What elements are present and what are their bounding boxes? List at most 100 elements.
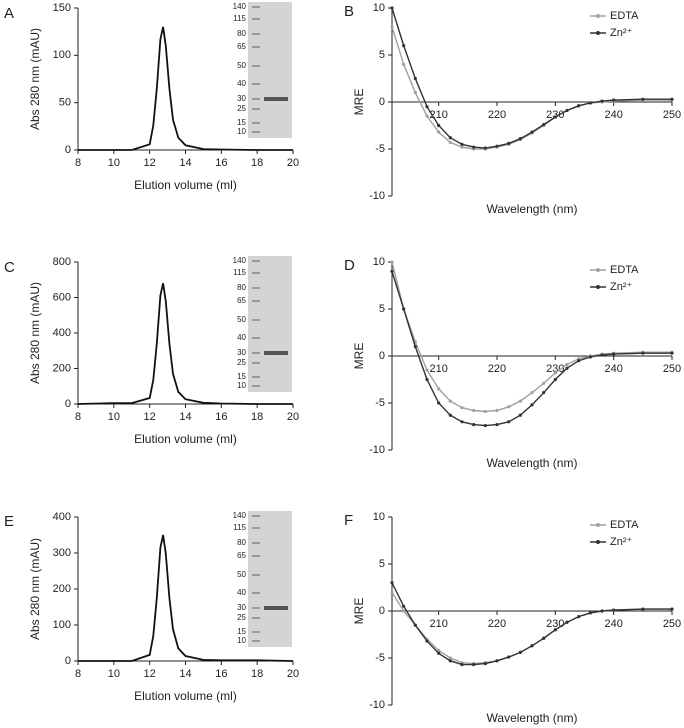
data-point (460, 420, 464, 424)
y-tick-label: 5 (379, 303, 385, 315)
gel-marker-label: 80 (237, 283, 246, 292)
data-point (390, 6, 394, 10)
data-point (402, 307, 406, 311)
y-axis-title: Abs 280 nm (mAU) (28, 538, 42, 640)
data-point (472, 145, 476, 149)
data-point (402, 604, 406, 608)
gel-image (248, 256, 292, 392)
data-point (448, 136, 452, 140)
y-tick-label: 400 (53, 511, 71, 523)
data-point (518, 413, 522, 417)
gel-marker-label: 10 (237, 381, 246, 390)
x-tick-label: 16 (215, 411, 227, 423)
x-axis-title: Elution volume (ml) (134, 432, 237, 446)
panel-label: A (4, 5, 14, 22)
data-point (437, 651, 441, 655)
data-point (448, 399, 452, 403)
data-point (483, 423, 487, 428)
data-point (413, 76, 417, 81)
data-point (448, 659, 452, 663)
data-point (600, 609, 604, 613)
data-point (460, 662, 464, 667)
x-tick-label: 220 (488, 363, 506, 375)
gel-marker-label: 25 (237, 358, 246, 367)
gel-ladder-band (252, 385, 260, 387)
data-point (390, 581, 394, 585)
data-point (577, 359, 581, 363)
data-point (612, 98, 616, 102)
x-axis-title: Elution volume (ml) (134, 178, 237, 192)
x-axis-title: Wavelength (nm) (487, 456, 578, 470)
y-tick-label: 5 (379, 558, 385, 570)
y-tick-label: 400 (53, 327, 71, 339)
x-tick-label: 250 (663, 618, 681, 630)
data-point (553, 371, 557, 375)
x-tick-label: 14 (179, 411, 191, 423)
data-point (612, 352, 616, 356)
x-tick-label: 12 (144, 668, 156, 680)
gel-ladder-band (252, 542, 260, 544)
data-point (612, 608, 616, 612)
y-tick-label: 0 (65, 655, 71, 667)
gel-ladder-band (252, 287, 260, 289)
x-tick-label: 240 (604, 363, 622, 375)
gel-marker-label: 30 (237, 94, 246, 103)
data-line (77, 283, 293, 405)
x-tick-label: 8 (75, 668, 81, 680)
x-tick-label: 10 (108, 157, 120, 169)
legend-dot (596, 31, 600, 35)
y-tick-label: 100 (53, 49, 71, 61)
data-point (390, 25, 394, 29)
gel-image (248, 2, 292, 138)
data-point (670, 97, 674, 101)
data-point (553, 115, 557, 119)
gel-ladder-band (252, 83, 260, 85)
data-point (425, 105, 429, 109)
data-point (542, 391, 546, 395)
data-point (565, 108, 569, 113)
legend-dot (596, 14, 600, 18)
legend-dot (596, 540, 600, 544)
data-point (542, 122, 546, 127)
x-tick-label: 250 (663, 109, 681, 121)
data-point (577, 615, 581, 619)
data-point (507, 405, 511, 409)
x-tick-label: 12 (144, 157, 156, 169)
y-tick-label: 200 (53, 362, 71, 374)
data-point (530, 391, 534, 395)
x-tick-label: 230 (546, 363, 564, 375)
data-point (483, 409, 487, 414)
legend-dot (596, 268, 600, 272)
gel-ladder-band (252, 607, 260, 609)
data-point (448, 413, 452, 417)
gel-marker-label: 140 (233, 511, 247, 520)
gel-marker-label: 115 (233, 523, 246, 532)
gel-ladder-band (252, 300, 260, 302)
gel-marker-label: 115 (233, 268, 246, 277)
panel-label: D (344, 257, 355, 274)
gel-ladder-band (252, 631, 260, 633)
gel-ladder-band (252, 272, 260, 274)
data-line (78, 26, 293, 151)
data-point (507, 141, 511, 145)
data-point (600, 99, 604, 103)
data-point (425, 368, 429, 372)
data-point (472, 423, 476, 427)
data-point (553, 377, 557, 382)
gel-marker-label: 30 (237, 348, 246, 357)
gel-protein-band (264, 97, 288, 101)
x-tick-label: 18 (251, 668, 263, 680)
y-tick-label: 100 (53, 619, 71, 631)
data-point (425, 639, 429, 643)
data-point (402, 44, 406, 48)
x-tick-label: 210 (429, 363, 447, 375)
data-point (530, 644, 534, 648)
gel-marker-label: 115 (233, 14, 246, 23)
data-point (565, 620, 569, 624)
data-point (588, 611, 592, 615)
y-tick-label: 0 (65, 144, 71, 156)
x-axis-title: Elution volume (ml) (134, 689, 237, 703)
data-point (507, 420, 511, 424)
data-point (448, 656, 452, 660)
x-tick-label: 10 (108, 668, 120, 680)
